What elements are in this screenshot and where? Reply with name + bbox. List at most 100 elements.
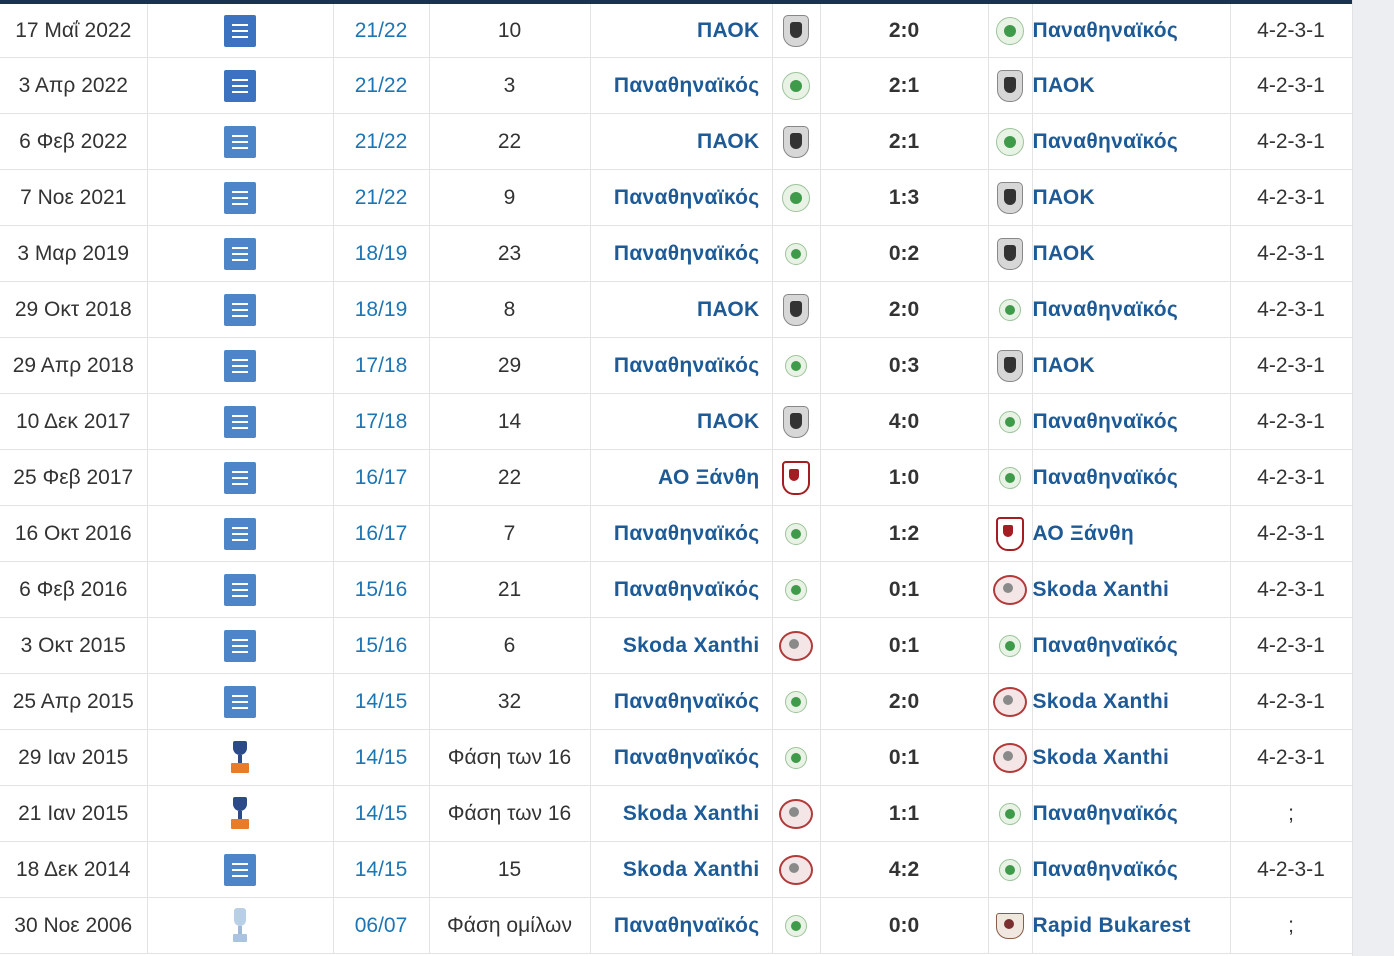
- league-icon[interactable]: [224, 853, 256, 886]
- league-icon[interactable]: [224, 685, 256, 718]
- away-team-link[interactable]: Skoda Xanthi: [1032, 689, 1170, 713]
- panathinaikos-crest[interactable]: [999, 410, 1021, 433]
- away-team-link[interactable]: Παναθηναϊκός: [1032, 857, 1179, 881]
- panathinaikos-crest[interactable]: [785, 242, 807, 265]
- match-result-link[interactable]: 0:1: [820, 617, 989, 674]
- league-icon[interactable]: [224, 629, 256, 662]
- away-team-link[interactable]: Παναθηναϊκός: [1032, 633, 1179, 657]
- away-team-link[interactable]: Skoda Xanthi: [1032, 745, 1170, 769]
- panathinaikos-crest[interactable]: [785, 746, 807, 769]
- season-link[interactable]: 06/07: [354, 913, 408, 937]
- season-link[interactable]: 14/15: [354, 801, 408, 825]
- panathinaikos-crest[interactable]: [785, 914, 807, 937]
- match-result-link[interactable]: 2:0: [820, 281, 989, 338]
- match-result-link[interactable]: 2:1: [820, 57, 989, 114]
- home-team-link[interactable]: Παναθηναϊκός: [613, 745, 760, 769]
- match-result-link[interactable]: 0:0: [820, 897, 989, 954]
- match-result-link[interactable]: 0:3: [820, 337, 989, 394]
- home-team-link[interactable]: ΠΑΟΚ: [697, 297, 760, 321]
- panathinaikos-crest[interactable]: [785, 578, 807, 601]
- panathinaikos-crest[interactable]: [782, 71, 810, 100]
- match-result-link[interactable]: 4:2: [820, 841, 989, 898]
- away-team-link[interactable]: Παναθηναϊκός: [1032, 129, 1179, 153]
- skoda-xanthi-crest[interactable]: [779, 630, 813, 661]
- paok-crest[interactable]: [783, 405, 809, 438]
- panathinaikos-crest[interactable]: [996, 16, 1024, 45]
- league-icon[interactable]: [224, 69, 256, 102]
- league-icon[interactable]: [224, 181, 256, 214]
- season-link[interactable]: 14/15: [354, 689, 408, 713]
- season-link[interactable]: 15/16: [354, 633, 408, 657]
- home-team-link[interactable]: Παναθηναϊκός: [613, 185, 760, 209]
- home-team-link[interactable]: Skoda Xanthi: [622, 633, 760, 657]
- panathinaikos-crest[interactable]: [999, 634, 1021, 657]
- away-team-link[interactable]: Παναθηναϊκός: [1032, 18, 1179, 42]
- home-team-link[interactable]: Παναθηναϊκός: [613, 689, 760, 713]
- match-result-link[interactable]: 1:2: [820, 505, 989, 562]
- away-team-link[interactable]: Skoda Xanthi: [1032, 577, 1170, 601]
- skoda-xanthi-crest[interactable]: [993, 742, 1027, 773]
- season-link[interactable]: 21/22: [354, 185, 408, 209]
- away-team-link[interactable]: Παναθηναϊκός: [1032, 297, 1179, 321]
- match-result-link[interactable]: 0:2: [820, 225, 989, 282]
- panathinaikos-crest[interactable]: [785, 354, 807, 377]
- away-team-link[interactable]: Παναθηναϊκός: [1032, 465, 1179, 489]
- panathinaikos-crest[interactable]: [785, 522, 807, 545]
- skoda-xanthi-crest[interactable]: [779, 798, 813, 829]
- away-team-link[interactable]: ΑΟ Ξάνθη: [1032, 521, 1134, 545]
- season-link[interactable]: 21/22: [354, 18, 408, 42]
- league-icon[interactable]: [224, 125, 256, 158]
- away-team-link[interactable]: ΠΑΟΚ: [1032, 353, 1095, 377]
- match-result-link[interactable]: 2:1: [820, 113, 989, 170]
- paok-crest[interactable]: [783, 14, 809, 47]
- scrollbar-track[interactable]: [1352, 0, 1394, 956]
- ao-xanthi-crest[interactable]: [782, 460, 810, 495]
- league-icon[interactable]: [224, 573, 256, 606]
- paok-crest[interactable]: [783, 293, 809, 326]
- season-link[interactable]: 15/16: [354, 577, 408, 601]
- home-team-link[interactable]: Παναθηναϊκός: [613, 913, 760, 937]
- away-team-link[interactable]: ΠΑΟΚ: [1032, 241, 1095, 265]
- away-team-link[interactable]: Παναθηναϊκός: [1032, 801, 1179, 825]
- away-team-link[interactable]: Παναθηναϊκός: [1032, 409, 1179, 433]
- league-icon[interactable]: [224, 349, 256, 382]
- match-result-link[interactable]: 1:0: [820, 449, 989, 506]
- paok-crest[interactable]: [997, 181, 1023, 214]
- rapid-bukarest-crest[interactable]: [996, 912, 1024, 939]
- cup-icon[interactable]: [229, 796, 251, 831]
- panathinaikos-crest[interactable]: [999, 802, 1021, 825]
- home-team-link[interactable]: Παναθηναϊκός: [613, 241, 760, 265]
- home-team-link[interactable]: Παναθηναϊκός: [613, 73, 760, 97]
- match-result-link[interactable]: 0:1: [820, 561, 989, 618]
- season-link[interactable]: 16/17: [354, 465, 408, 489]
- season-link[interactable]: 18/19: [354, 241, 408, 265]
- league-icon[interactable]: [224, 293, 256, 326]
- season-link[interactable]: 16/17: [354, 521, 408, 545]
- season-link[interactable]: 14/15: [354, 745, 408, 769]
- panathinaikos-crest[interactable]: [999, 298, 1021, 321]
- panathinaikos-crest[interactable]: [996, 127, 1024, 156]
- season-link[interactable]: 21/22: [354, 73, 408, 97]
- league-icon[interactable]: [224, 14, 256, 47]
- panathinaikos-crest[interactable]: [785, 690, 807, 713]
- home-team-link[interactable]: ΠΑΟΚ: [697, 129, 760, 153]
- home-team-link[interactable]: ΠΑΟΚ: [697, 18, 760, 42]
- home-team-link[interactable]: ΠΑΟΚ: [697, 409, 760, 433]
- match-result-link[interactable]: 4:0: [820, 393, 989, 450]
- skoda-xanthi-crest[interactable]: [779, 854, 813, 885]
- home-team-link[interactable]: Παναθηναϊκός: [613, 353, 760, 377]
- home-team-link[interactable]: Skoda Xanthi: [622, 801, 760, 825]
- away-team-link[interactable]: ΠΑΟΚ: [1032, 73, 1095, 97]
- season-link[interactable]: 17/18: [354, 353, 408, 377]
- season-link[interactable]: 14/15: [354, 857, 408, 881]
- match-result-link[interactable]: 1:1: [820, 785, 989, 842]
- match-result-link[interactable]: 0:1: [820, 729, 989, 786]
- skoda-xanthi-crest[interactable]: [993, 686, 1027, 717]
- paok-crest[interactable]: [783, 125, 809, 158]
- season-link[interactable]: 17/18: [354, 409, 408, 433]
- paok-crest[interactable]: [997, 69, 1023, 102]
- home-team-link[interactable]: Παναθηναϊκός: [613, 577, 760, 601]
- match-result-link[interactable]: 2:0: [820, 4, 989, 58]
- match-result-link[interactable]: 2:0: [820, 673, 989, 730]
- away-team-link[interactable]: Rapid Bukarest: [1032, 913, 1191, 937]
